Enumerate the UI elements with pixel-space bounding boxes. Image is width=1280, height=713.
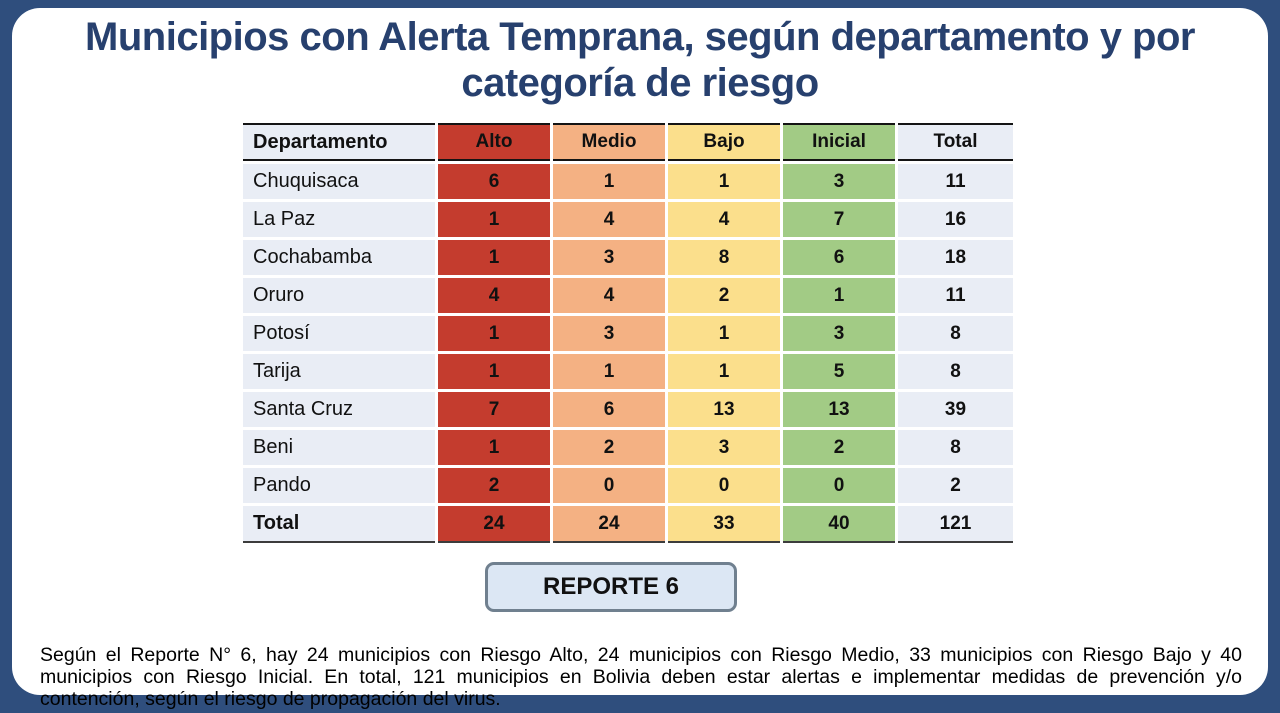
table-cell: Tarija [243,354,435,389]
table-row: Tarija 1 1 1 5 8 [243,354,1013,389]
table-row: Santa Cruz 7 6 13 13 39 [243,392,1013,427]
table-row: Beni 1 2 3 2 8 [243,430,1013,465]
table-row: Potosí 1 3 1 3 8 [243,316,1013,351]
table-cell: 13 [783,392,895,427]
table-cell: 3 [553,240,665,275]
table-cell: 5 [783,354,895,389]
table-cell: 1 [668,316,780,351]
table-cell: 1 [438,430,550,465]
table-cell: 121 [898,506,1013,543]
table-cell: 1 [553,164,665,199]
risk-table-header: Departamento Alto Medio Bajo Inicial Total [243,123,1013,161]
table-cell: Total [243,506,435,543]
table-cell: 4 [553,278,665,313]
table-cell: 8 [668,240,780,275]
table-cell: Pando [243,468,435,503]
table-cell: 0 [668,468,780,503]
table-cell: Beni [243,430,435,465]
table-cell: 13 [668,392,780,427]
table-cell: Santa Cruz [243,392,435,427]
risk-table: Departamento Alto Medio Bajo Inicial Total Ch… [240,120,1016,546]
content-panel: Municipios con Alerta Temprana, según de… [12,8,1268,710]
table-cell: 40 [783,506,895,543]
table-cell: 33 [668,506,780,543]
table-cell: 4 [553,202,665,237]
table-cell: 7 [438,392,550,427]
table-cell: 2 [438,468,550,503]
table-row: Pando 2 0 0 0 2 [243,468,1013,503]
table-row: Oruro 4 4 2 1 11 [243,278,1013,313]
table-cell: 4 [668,202,780,237]
table-header-cell: Alto [438,123,550,161]
table-cell: Potosí [243,316,435,351]
table-total-row: Total 24 24 33 40 121 [243,506,1013,543]
table-cell: 8 [898,316,1013,351]
table-cell: Chuquisaca [243,164,435,199]
table-cell: Oruro [243,278,435,313]
risk-table-body: Chuquisaca 6 1 1 3 11 La Paz 1 4 4 7 16 Cochabamba 1 3… [243,164,1013,543]
table-cell: 1 [553,354,665,389]
table-cell: 24 [438,506,550,543]
table-cell: 1 [668,354,780,389]
table-cell: 6 [438,164,550,199]
table-cell: 8 [898,354,1013,389]
table-cell: 3 [783,164,895,199]
table-header-cell: Total [898,123,1013,161]
table-cell: La Paz [243,202,435,237]
page-title: Municipios con Alerta Temprana, según de… [85,15,1195,105]
table-cell: 2 [898,468,1013,503]
table-cell: Cochabamba [243,240,435,275]
table-header-row: Departamento Alto Medio Bajo Inicial Total [243,123,1013,161]
table-cell: 1 [438,240,550,275]
table-cell: 11 [898,164,1013,199]
table-cell: 3 [553,316,665,351]
table-cell: 18 [898,240,1013,275]
table-cell: 8 [898,430,1013,465]
table-cell: 1 [438,316,550,351]
table-cell: 11 [898,278,1013,313]
table-cell: 24 [553,506,665,543]
table-cell: 1 [668,164,780,199]
table-cell: 2 [668,278,780,313]
table-cell: 3 [668,430,780,465]
table-cell: 16 [898,202,1013,237]
table-cell: 4 [438,278,550,313]
table-cell: 2 [553,430,665,465]
table-row: Cochabamba 1 3 8 6 18 [243,240,1013,275]
table-cell: 1 [438,354,550,389]
table-cell: 0 [783,468,895,503]
table-header-cell: Departamento [243,123,435,161]
reporte-button[interactable]: REPORTE 6 [485,562,737,612]
table-cell: 2 [783,430,895,465]
table-header-cell: Bajo [668,123,780,161]
summary-paragraph: Según el Reporte N° 6, hay 24 municipios… [40,643,1242,710]
table-cell: 7 [783,202,895,237]
table-cell: 3 [783,316,895,351]
table-header-cell: Inicial [783,123,895,161]
table-cell: 1 [783,278,895,313]
risk-table-container: Departamento Alto Medio Bajo Inicial Total Ch… [240,120,1016,546]
table-row: Chuquisaca 6 1 1 3 11 [243,164,1013,199]
table-cell: 39 [898,392,1013,427]
table-cell: 6 [553,392,665,427]
table-cell: 1 [438,202,550,237]
table-row: La Paz 1 4 4 7 16 [243,202,1013,237]
table-header-cell: Medio [553,123,665,161]
table-cell: 0 [553,468,665,503]
table-cell: 6 [783,240,895,275]
